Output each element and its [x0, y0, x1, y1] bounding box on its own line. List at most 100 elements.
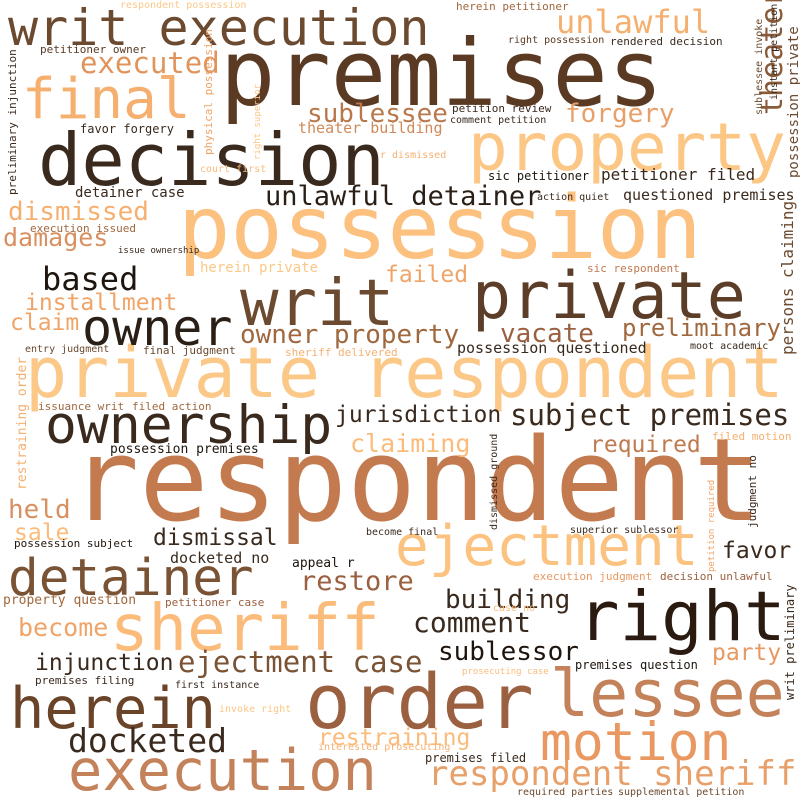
word: writ execution [8, 0, 429, 57]
word: court first [200, 164, 266, 175]
word: private [472, 259, 746, 334]
word: ownership [45, 395, 332, 456]
word: instant petition [769, 4, 780, 100]
word: possession [178, 177, 702, 279]
word: claiming [350, 429, 470, 458]
word: herein private [200, 260, 318, 276]
word: become final [366, 527, 438, 538]
word: property [468, 109, 786, 186]
word: writ preliminary [783, 584, 797, 700]
word: moot academic [690, 341, 768, 352]
word: forgery [565, 99, 675, 129]
word: damages [3, 223, 108, 252]
word: persons claiming [778, 201, 797, 355]
word: herein petitioner [456, 0, 569, 13]
word: preliminary [622, 314, 781, 342]
word: superior sublessor [570, 525, 678, 536]
word: ejectment [395, 514, 698, 579]
word: interested prosecuting [318, 742, 450, 753]
word: premises question [575, 658, 698, 672]
word: docketed no [170, 549, 269, 567]
word: possession private [786, 26, 800, 178]
word: premises filed [425, 751, 526, 765]
word: execution judgment [533, 570, 652, 583]
word: lessee [550, 657, 785, 732]
word: jurisdiction [335, 402, 501, 428]
word: comment petition [450, 115, 546, 126]
word: decision [38, 118, 385, 202]
word: petitioner filed [601, 165, 755, 184]
word: execution [68, 738, 377, 800]
word: dismissal [153, 525, 278, 551]
word: party [712, 640, 781, 666]
word: possession subject [14, 537, 133, 550]
word: r dismissed [380, 150, 446, 161]
word: become [18, 613, 108, 642]
word: building [445, 585, 570, 615]
word: final [22, 67, 191, 132]
word: petition review [452, 102, 552, 115]
word: sheriff delivered [285, 346, 398, 359]
word: claim [10, 310, 79, 336]
word: favor [722, 538, 791, 564]
word: dismissed [8, 197, 149, 227]
word: unlawful detainer [265, 181, 541, 212]
word: action quiet [537, 192, 609, 203]
word: prosecuting case [462, 667, 549, 677]
word: respondent sheriff [428, 754, 796, 794]
word: owner [82, 299, 233, 357]
word: right superior [253, 84, 263, 160]
word: detainer case [75, 185, 185, 201]
word: final judgment [143, 344, 236, 357]
word: herein [10, 676, 216, 742]
word: docketed [68, 721, 227, 760]
word: restore [300, 566, 414, 597]
word: petitioner owner [40, 43, 146, 56]
word: decision unlawful [660, 570, 773, 583]
word: comment [413, 606, 531, 639]
word: possession questioned [457, 339, 647, 357]
word: first instance [175, 680, 259, 691]
word: writ [240, 267, 394, 341]
word: entry judgment [25, 344, 109, 355]
word: held [8, 495, 71, 525]
word: sublessee invoke [754, 19, 765, 115]
word: petition required [707, 480, 717, 572]
word: right possession [508, 35, 604, 46]
word: required [590, 432, 701, 458]
word: judgment no [746, 455, 759, 528]
word: sheriff [110, 592, 380, 666]
word: required parties [517, 787, 613, 798]
word: based [42, 260, 138, 298]
word: ejectment case [178, 645, 422, 679]
word: restraining order [15, 357, 30, 490]
word: execution issued [30, 222, 136, 235]
word: unlawful [556, 3, 710, 41]
word: restraining [318, 725, 470, 751]
word: preliminary injunction [6, 49, 19, 195]
word: subject premises [510, 398, 789, 432]
word: property question [3, 593, 136, 608]
word: sic respondent [587, 262, 680, 275]
word: issue ownership [118, 246, 199, 256]
word: appeal r [292, 556, 355, 571]
word: motion [540, 712, 731, 773]
word: possession premises [110, 442, 259, 457]
word: order [305, 657, 534, 746]
word: filed action [132, 400, 211, 413]
word: sublessee [307, 99, 448, 129]
word: questioned premises [623, 186, 795, 204]
word: injunction [35, 650, 173, 676]
word: case no [493, 603, 535, 614]
word: installment [25, 290, 177, 316]
word: owner property [240, 320, 459, 350]
word: premises [220, 20, 663, 127]
word: physical possession [202, 29, 215, 155]
word: private respondent [25, 332, 784, 414]
word: issuance writ [38, 400, 124, 413]
word: invoke right [219, 704, 291, 715]
word: favor forgery [80, 122, 174, 136]
word: sale [14, 520, 69, 546]
